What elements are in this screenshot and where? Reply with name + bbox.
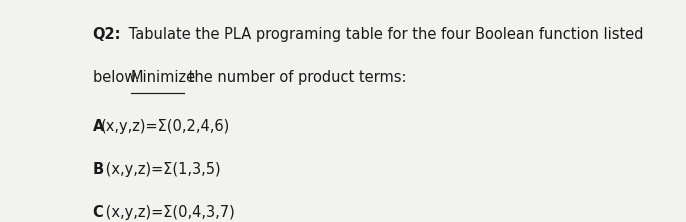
Text: A: A xyxy=(93,119,104,134)
Text: Q2:: Q2: xyxy=(93,27,121,42)
Text: Tabulate the PLA programing table for the four Boolean function listed: Tabulate the PLA programing table for th… xyxy=(124,27,643,42)
Text: (x,y,z)=Σ(1,3,5): (x,y,z)=Σ(1,3,5) xyxy=(101,162,220,177)
Text: (x,y,z)=Σ(0,4,3,7): (x,y,z)=Σ(0,4,3,7) xyxy=(101,205,235,220)
Text: (x,y,z)=Σ(0,2,4,6): (x,y,z)=Σ(0,2,4,6) xyxy=(101,119,230,134)
Text: the number of product terms:: the number of product terms: xyxy=(184,70,406,85)
Text: Minimize: Minimize xyxy=(131,70,196,85)
Text: B: B xyxy=(93,162,104,177)
Text: C: C xyxy=(93,205,104,220)
Text: below.: below. xyxy=(93,70,144,85)
